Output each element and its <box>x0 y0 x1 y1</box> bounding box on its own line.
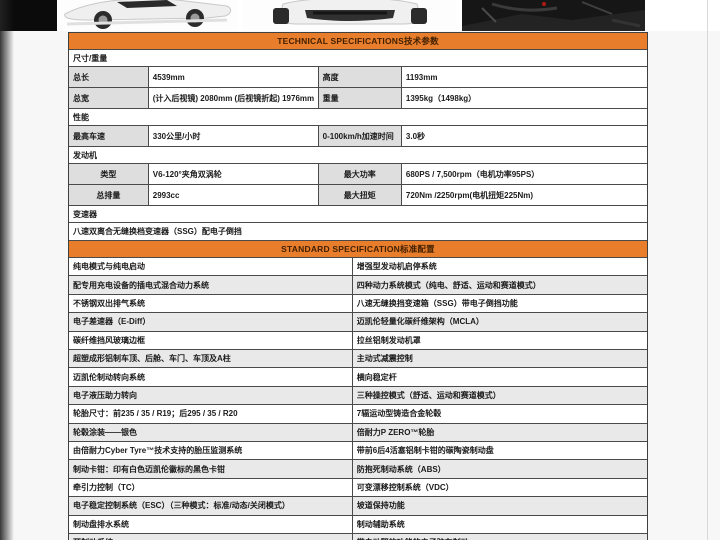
standard-config-right: 防抱死制动系统（ABS） <box>356 464 446 474</box>
spec-label-cell: 总排量 <box>69 185 149 205</box>
standard-config-left: 纯电模式与纯电启动 <box>69 258 353 276</box>
standard-config-right: 四种动力系统模式（纯电、舒适、运动和赛道模式） <box>356 280 541 290</box>
spec-label-cell: 最大功率 <box>318 164 402 184</box>
spec-value-cell: 330公里/小时 <box>148 126 319 146</box>
spec-label-cell: 类型 <box>69 164 149 184</box>
standard-config-left: 制动盘排水系统 <box>69 515 353 534</box>
standard-config-left: 电子差速器（E-Diff） <box>69 313 353 331</box>
section-title: 发动机 <box>69 147 647 164</box>
spec-label-cell: 总宽 <box>69 88 149 108</box>
standard-config-row: 迈凯伦制动转向系统 横向稳定杆 <box>69 368 647 387</box>
standard-config-right: 倍耐力P ZERO™轮胎 <box>356 427 435 437</box>
photo-strip-black-edge <box>0 0 57 31</box>
spec-value-cell: 2993cc <box>148 185 319 205</box>
standard-config-left: 预制动系统 <box>69 534 353 540</box>
spec-label-cell: 重量 <box>318 88 402 108</box>
standard-config-left: 迈凯伦制动转向系统 <box>69 368 353 386</box>
standard-config-right: 制动辅助系统 <box>356 519 405 529</box>
standard-config-left: 制动卡钳：印有白色迈凯伦徽标的黑色卡钳 <box>69 460 353 478</box>
section-title: 性能 <box>69 109 647 126</box>
standard-config-right: 带前6后4活塞铝制卡钳的碳陶瓷制动盘 <box>356 446 494 456</box>
standard-config-left: 配专用充电设备的插电式混合动力系统 <box>69 276 353 294</box>
standard-config-row: 超塑成形铝制车顶、后舱、车门、车顶及A柱 主动式减震控制 <box>69 350 647 369</box>
standard-config-row: 预制动系统带自动释放功能的电子驻车制动 <box>69 534 647 540</box>
standard-config-row: 不锈钢双出排气系统 八速无缝换挡变速箱（SSG）带电子倒挡功能 <box>69 294 647 314</box>
standard-config-left: 轮毂涂装——银色 <box>69 423 353 442</box>
spec-value-cell: 1193mm <box>401 67 647 87</box>
car-interior-photo <box>462 0 645 31</box>
standard-config-right: 三种操控模式（舒适、运动和赛道模式） <box>356 391 501 401</box>
standard-config-left: 电子稳定控制系统（ESC）（三种模式：标准/动态/关闭模式） <box>69 497 353 515</box>
standard-config-row: 电子稳定控制系统（ESC）（三种模式：标准/动态/关闭模式） 坡道保持功能 <box>69 497 647 516</box>
standard-config-right: 带自动释放功能的电子驻车制动 <box>353 534 647 540</box>
standard-config-left: 电子液压助力转向 <box>69 386 353 405</box>
spec-value-cell: 3.0秒 <box>401 126 647 146</box>
spec-label-cell: 高度 <box>318 67 402 87</box>
car-interior-illustration <box>462 0 645 31</box>
standard-config-left: 不锈钢双出排气系统 <box>69 294 353 313</box>
spec-label-cell: 总长 <box>69 67 149 87</box>
technical-specifications-banner: TECHNICAL SPECIFICATIONS技术参数 <box>69 33 647 50</box>
standard-config-left: 牵引力控制（TC） <box>69 478 353 497</box>
standard-config-left: 轮胎尺寸：前235 / 35 / R19；后295 / 35 / R20 <box>69 405 353 423</box>
standard-config-row: 制动盘排水系统 制动辅助系统 <box>69 515 647 535</box>
spec-row: 最高车速 330公里/小时 0-100km/h加速时间 3.0秒 <box>69 126 647 147</box>
spec-label-cell: 最高车速 <box>69 126 149 146</box>
section-title: 尺寸/重量 <box>69 50 647 67</box>
spec-label-cell: 0-100km/h加速时间 <box>318 126 402 146</box>
section-title: 变速器 <box>69 206 647 223</box>
standard-config-right: 拉丝铝制发动机罩 <box>356 335 421 345</box>
standard-config-row: 轮胎尺寸：前235 / 35 / R19；后295 / 35 / R20 7辐运动… <box>69 405 647 424</box>
car-front-illustration <box>57 0 237 31</box>
standard-config-row: 纯电模式与纯电启动 增强型发动机启停系统 <box>69 258 647 277</box>
standard-config-row: 牵引力控制（TC） 可变漂移控制系统（VDC） <box>69 478 647 498</box>
standard-config-row: 轮毂涂装——银色 倍耐力P ZERO™轮胎 <box>69 423 647 443</box>
standard-config-row: 制动卡钳：印有白色迈凯伦徽标的黑色卡钳 防抱死制动系统（ABS） <box>69 460 647 479</box>
standard-specification-banner: STANDARD SPECIFICATION标准配置 <box>69 241 647 258</box>
spec-value-cell: 720Nm /2250rpm(电机扭矩225Nm) <box>401 185 647 205</box>
standard-config-left: 碳纤维挡风玻璃边框 <box>69 331 353 350</box>
standard-config-left: 由倍耐力Cyber Tyre™技术支持的胎压监测系统 <box>69 442 353 460</box>
spec-value-cell: 1395kg（1498kg） <box>401 88 647 108</box>
standard-config-row: 电子差速器（E-Diff） 迈凯伦轻量化碳纤维架构（MCLA） <box>69 313 647 332</box>
car-photos-strip <box>0 0 720 31</box>
standard-config-left: 超塑成形铝制车顶、后舱、车门、车顶及A柱 <box>69 350 353 368</box>
spec-label-cell: 最大扭矩 <box>318 185 402 205</box>
spec-row: 总长 4539mm 高度 1193mm <box>69 67 647 88</box>
standard-config-body: 纯电模式与纯电启动 增强型发动机启停系统 配专用充电设备的插电式混合动力系统 四种动力… <box>69 258 647 540</box>
standard-config-right: 八速无缝换挡变速箱（SSG）带电子倒挡功能 <box>356 299 518 309</box>
left-frame-shadow <box>0 0 14 540</box>
standard-config-right: 迈凯伦轻量化碳纤维架构（MCLA） <box>356 317 484 327</box>
spec-row: 类型 V6-120°夹角双涡轮 最大功率 680PS / 7,500rpm（电机功率9… <box>69 164 647 185</box>
standard-config-row: 配专用充电设备的插电式混合动力系统 四种动力系统模式（纯电、舒适、运动和赛道模式） <box>69 276 647 295</box>
spec-value-cell: V6-120°夹角双涡轮 <box>148 164 319 184</box>
standard-config-right: 7辐运动型铸造合金轮毂 <box>356 409 442 419</box>
right-frame-line <box>707 0 708 540</box>
standard-config-right: 增强型发动机启停系统 <box>356 262 437 272</box>
car-front-photo <box>57 0 237 31</box>
spec-row: 总宽 (计入后视镜) 2080mm (后视镜折起) 1976mm 重量 1395kg（… <box>69 88 647 109</box>
car-rear-illustration <box>243 0 457 31</box>
spec-row: 总排量 2993cc 最大扭矩 720Nm /2250rpm(电机扭矩225Nm) <box>69 185 647 206</box>
standard-config-right: 坡道保持功能 <box>356 501 405 511</box>
standard-config-row: 电子液压助力转向 三种操控模式（舒适、运动和赛道模式） <box>69 386 647 406</box>
standard-config-right: 主动式减震控制 <box>356 354 413 364</box>
standard-config-right: 横向稳定杆 <box>356 372 397 382</box>
spec-value-cell: 680PS / 7,500rpm（电机功率95PS） <box>401 164 647 184</box>
standard-config-row: 碳纤维挡风玻璃边框 拉丝铝制发动机罩 <box>69 331 647 351</box>
spec-table: TECHNICAL SPECIFICATIONS技术参数 尺寸/重量 总长 4539… <box>68 32 648 540</box>
spec-value-cell: (计入后视镜) 2080mm (后视镜折起) 1976mm <box>148 88 319 108</box>
spec-value-cell: 4539mm <box>148 67 319 87</box>
spec-full-width-row: 八速双离合无缝换档变速器（SSG）配电子倒挡 <box>69 223 647 241</box>
technical-specs-body: 尺寸/重量 总长 4539mm 高度 1193mm 总宽 (计入后视镜) 2080mm (后… <box>69 50 647 241</box>
standard-config-row: 由倍耐力Cyber Tyre™技术支持的胎压监测系统 带前6后4活塞铝制卡钳的碳陶… <box>69 442 647 461</box>
standard-config-right: 可变漂移控制系统（VDC） <box>356 483 454 493</box>
car-rear-photo <box>243 0 457 31</box>
